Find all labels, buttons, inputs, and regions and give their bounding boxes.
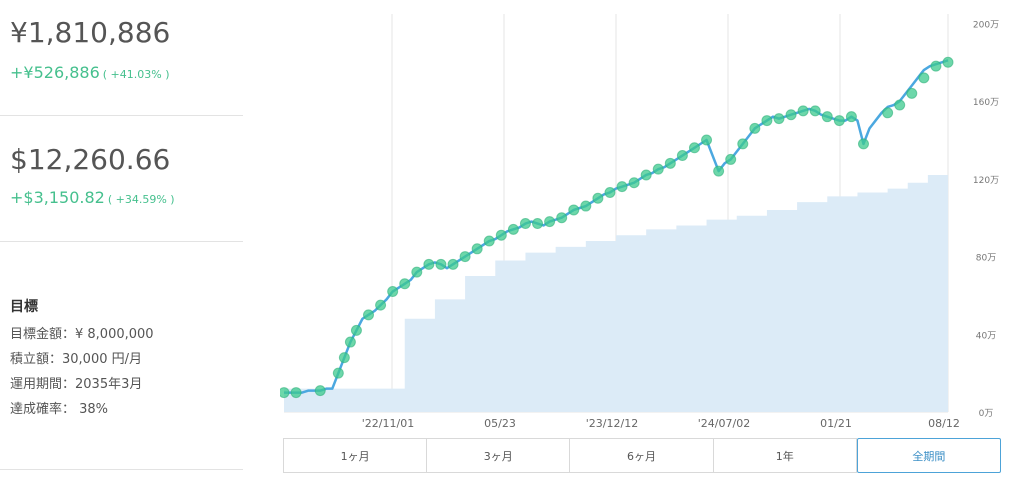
trade-marker <box>676 150 688 162</box>
trade-marker <box>664 157 676 169</box>
trade-marker <box>761 115 773 127</box>
x-tick-label: 08/12 <box>928 417 960 430</box>
trade-marker <box>471 243 483 255</box>
jpy-gain-percent: ( +41.03% ) <box>102 68 170 81</box>
trade-marker <box>507 223 519 235</box>
goal-probability: 達成確率： 38% <box>10 402 109 417</box>
trade-marker <box>894 99 906 111</box>
range-button-all[interactable]: 全期間 <box>856 438 1002 473</box>
usd-gain: +$3,150.82( +34.59% ) <box>10 188 175 207</box>
trade-marker <box>652 163 664 175</box>
usd-gain-percent: ( +34.59% ) <box>107 193 175 206</box>
divider <box>0 115 243 116</box>
jpy-gain: +¥526,886( +41.03% ) <box>10 63 170 82</box>
y-tick-label: 200万 <box>973 20 999 30</box>
trade-marker <box>314 385 326 397</box>
trade-marker <box>882 107 894 119</box>
trade-marker <box>725 153 737 165</box>
trade-marker <box>749 122 761 134</box>
trade-marker <box>592 192 604 204</box>
usd-total-value: $12,260.66 <box>10 143 171 176</box>
trade-marker <box>423 258 435 270</box>
trade-marker <box>495 229 507 241</box>
trade-marker <box>640 169 652 181</box>
x-tick-label: '23/12/12 <box>586 417 638 430</box>
divider <box>0 469 243 470</box>
x-axis: '22/11/01 05/23 '23/12/12 '24/07/02 01/21 08/… <box>362 417 960 430</box>
summary-panel: ¥1,810,886 +¥526,886( +41.03% ) $12,260.… <box>0 0 243 479</box>
trade-marker <box>338 352 350 364</box>
range-button-1y[interactable]: 1年 <box>713 438 857 473</box>
trade-marker <box>713 165 725 177</box>
x-tick-label: 05/23 <box>484 417 516 430</box>
trade-marker <box>821 111 833 123</box>
trade-marker <box>737 138 749 150</box>
trade-marker <box>363 309 375 321</box>
trade-marker <box>906 87 918 99</box>
y-tick-label: 0万 <box>979 409 994 419</box>
trade-marker <box>556 212 568 224</box>
trade-marker <box>483 235 495 247</box>
trade-marker <box>290 387 302 399</box>
x-tick-label: 01/21 <box>820 417 852 430</box>
trade-marker <box>628 177 640 189</box>
trade-marker <box>435 258 447 270</box>
trade-marker <box>332 367 344 379</box>
trade-marker <box>278 387 290 399</box>
trade-marker <box>616 181 628 193</box>
trade-markers <box>278 56 954 399</box>
y-tick-label: 120万 <box>973 176 999 186</box>
asset-chart[interactable]: 0万 40万 80万 120万 160万 200万 '22/11/01 05/23 '23/1… <box>278 0 1024 479</box>
goal-target-amount: 目標金額：¥ 8,000,000 <box>10 327 154 342</box>
trade-marker <box>930 60 942 72</box>
range-button-1m[interactable]: 1ヶ月 <box>283 438 428 473</box>
trade-marker <box>544 216 556 228</box>
trade-marker <box>857 138 869 150</box>
goal-title: 目標 <box>10 299 38 315</box>
trade-marker <box>604 186 616 198</box>
asset-chart-svg: 0万 40万 80万 120万 160万 200万 '22/11/01 05/23 '23/1… <box>278 14 999 430</box>
trade-marker <box>350 324 362 336</box>
trade-marker <box>845 111 857 123</box>
trade-marker <box>688 142 700 154</box>
range-button-6m[interactable]: 6ヶ月 <box>570 438 714 473</box>
y-tick-label: 40万 <box>976 331 996 341</box>
trade-marker <box>568 204 580 216</box>
trade-marker <box>411 266 423 278</box>
trade-marker <box>773 113 785 125</box>
y-tick-label: 160万 <box>973 98 999 108</box>
trade-marker <box>447 258 459 270</box>
contribution-area <box>284 163 948 412</box>
goal-monthly-contribution: 積立額：30,000 円/月 <box>10 352 142 367</box>
trade-marker <box>459 251 471 263</box>
trade-marker <box>809 105 821 117</box>
trade-marker <box>701 134 713 146</box>
jpy-total-value: ¥1,810,886 <box>10 16 171 49</box>
contribution-area-fill <box>284 163 948 412</box>
goal-period: 運用期間：2035年3月 <box>10 377 143 392</box>
trade-marker <box>399 278 411 290</box>
jpy-gain-amount: +¥526,886 <box>10 63 100 82</box>
divider <box>0 241 243 242</box>
trade-marker <box>942 56 954 68</box>
range-selector: 1ヶ月 3ヶ月 6ヶ月 1年 全期間 <box>283 438 1002 473</box>
trade-marker <box>918 72 930 84</box>
trade-marker <box>797 105 809 117</box>
trade-marker <box>375 299 387 311</box>
trade-marker <box>532 218 544 230</box>
trade-marker <box>344 336 356 348</box>
y-tick-label: 80万 <box>976 254 996 264</box>
x-tick-label: '24/07/02 <box>698 417 750 430</box>
usd-gain-amount: +$3,150.82 <box>10 188 105 207</box>
x-tick-label: '22/11/01 <box>362 417 414 430</box>
trade-marker <box>387 286 399 298</box>
trade-marker <box>785 109 797 121</box>
range-button-3m[interactable]: 3ヶ月 <box>427 438 571 473</box>
trade-marker <box>519 218 531 230</box>
y-axis: 0万 40万 80万 120万 160万 200万 <box>973 20 999 419</box>
trade-marker <box>580 200 592 212</box>
trade-marker <box>833 115 845 127</box>
